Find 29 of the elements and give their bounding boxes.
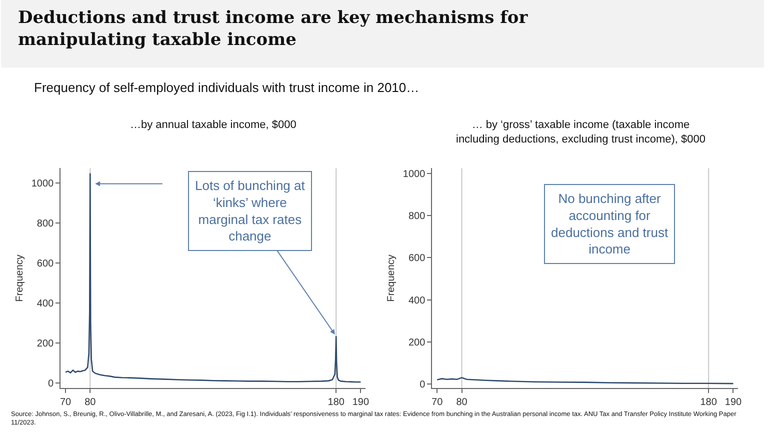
x-tick-label: 190 <box>724 397 742 408</box>
text: Deductions and trust income are key mechanisms for manipulating taxable income <box>18 8 529 50</box>
x-tick-label: 80 <box>84 397 96 408</box>
x-tick-label: 80 <box>456 397 468 408</box>
y-tick-label: 200 <box>36 338 54 350</box>
y-tick-label: 0 <box>48 378 54 390</box>
chart-title: … by ‘gross’ taxable income (taxable income including deductions, excluding trust income), $000 <box>456 119 706 146</box>
y-tick-label: 0 <box>420 379 426 390</box>
y-axis-title: Frequency <box>14 254 26 302</box>
x-tick-label: 190 <box>352 397 370 408</box>
line-series <box>64 172 362 383</box>
y-tick-label: 400 <box>408 295 426 306</box>
text: Frequency of self-employed individuals with trust income in 2010… <box>34 80 420 95</box>
y-tick-label: 800 <box>36 218 54 230</box>
annotation: Lots of bunching at ‘kinks’ where marginal tax rates change <box>195 178 306 244</box>
x-tick-label: 70 <box>432 397 444 408</box>
y-tick-label: 200 <box>408 337 426 348</box>
y-tick-label: 1000 <box>402 168 426 180</box>
y-tick-label: 600 <box>408 253 426 264</box>
y-tick-label: 1000 <box>31 178 54 190</box>
x-tick-label: 70 <box>60 397 72 408</box>
y-tick-label: 600 <box>36 258 54 270</box>
y-tick-label: 400 <box>36 298 54 310</box>
chart-title: …by annual taxable income, $000 <box>130 119 296 131</box>
annotation: No bunching after accounting for deductions and trust income <box>551 191 668 257</box>
x-tick-label: 180 <box>328 397 345 408</box>
x-tick-label: 180 <box>700 397 718 408</box>
y-tick-label: 800 <box>408 211 426 222</box>
y-axis-title: Frequency <box>386 254 397 302</box>
